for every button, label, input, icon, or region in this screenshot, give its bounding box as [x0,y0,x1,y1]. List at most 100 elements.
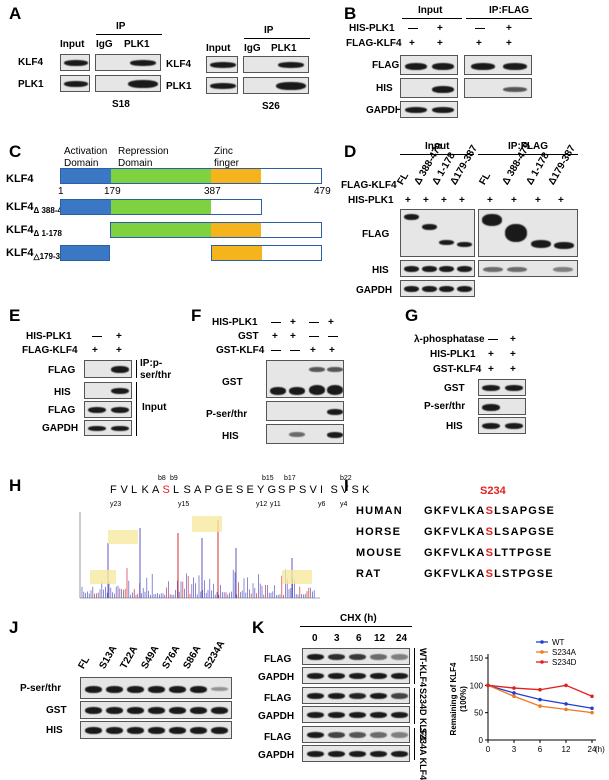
panel-k-time: 12 [374,633,386,644]
panel-b-mark: + [437,23,443,34]
panel-g-mark: — [488,334,498,345]
data-point-S234A [512,694,516,699]
panel-a-row-plk1-2: PLK1 [166,81,192,92]
blot-band [307,673,324,679]
panel-g-mark: + [488,349,494,360]
peptide-residue: P [204,484,212,496]
blot-f-gst [266,360,344,398]
panel-g-row-phosphatase: λ-phosphatase [414,334,485,345]
panel-j-blot-his: HIS [46,725,63,736]
data-point-S234D [512,686,516,690]
ion-y6: y6 [318,501,326,508]
peptide-residue: S [236,484,244,496]
legend-label-S234D: S234D [552,658,577,667]
y-axis-label: Remaining of KLF4(100%) [449,662,468,735]
panel-j-lane: S76A [160,643,183,671]
panel-d-blot-flag: FLAG [362,229,390,240]
panel-d-mark: + [459,195,465,206]
panel-a-row-plk1-1: PLK1 [18,79,44,90]
panel-e-mark: + [116,345,122,356]
blot-band [349,654,366,660]
panel-d-letter: D [344,142,357,161]
pos-387: 387 [204,186,221,197]
panel-c-letter: C [9,142,22,161]
panel-k-blot: GAPDH [258,672,295,683]
panel-d-lane-d179-ip: Δ179-387 [546,143,578,187]
x-tick-label: 3 [512,745,517,754]
panel-b-mark: + [476,38,482,49]
panel-j-letter: J [9,618,19,637]
panel-f-row-hisplk1: HIS-PLK1 [212,317,258,328]
domain-repression-label: Repression Domain [118,146,169,169]
panel-d-mark: + [405,195,411,206]
blot-band [349,693,366,699]
peptide-residue: S [162,484,170,496]
peptide-residue: K [141,484,149,496]
panel-j-lane: T22A [118,644,141,671]
panel-k-blot: FLAG [264,693,292,704]
blot-k-row [302,687,410,704]
panel-a-ip-label-1: IP [116,21,126,32]
panel-a-letter: A [9,4,22,23]
legend-label-S234A: S234A [552,648,577,657]
blot-a1-input-plk1 [60,75,90,92]
panel-g-row-hisplk1: HIS-PLK1 [430,349,476,360]
blot-b-input-his [400,78,458,98]
blot-f-pser [266,401,344,421]
ion-b8: b8 [158,475,166,482]
peptide-residue: F [110,484,117,496]
panel-d-blot-gapdh: GAPDH [356,285,393,296]
panel-k-time: 6 [356,633,362,644]
panel-d-lane-d179: Δ179-387 [448,143,480,187]
blot-band [307,712,324,718]
panel-f-letter: F [191,306,202,325]
blot-band [349,712,366,718]
panel-b-mark: + [437,38,443,49]
blot-band [391,654,408,660]
panel-e-row-hisplk1: HIS-PLK1 [26,331,72,342]
blot-band [391,693,408,699]
blot-band [307,654,324,660]
panel-b-mark: + [506,23,512,34]
construct-d1: KLF4Δ 1-178 [6,224,62,239]
panel-d-mark: + [535,195,541,206]
blot-band [349,732,366,738]
panel-b-header-input: Input [418,5,443,16]
data-point-WT [590,706,594,711]
blot-b-input-gapdh [400,101,458,118]
panel-a-lane-input-2: Input [206,43,231,54]
panel-e-blot-flag-input: FLAG [48,405,76,416]
blot-band [349,751,366,757]
panel-j-blot-gst: GST [46,705,67,716]
peptide-residue: V [120,484,128,496]
panel-d-mark: + [487,195,493,206]
panel-f-row-gstklf4: GST-KLF4 [216,345,265,356]
blot-a2-input-plk1 [206,77,238,94]
panel-b-blot-his: HIS [376,83,393,94]
panel-k-letter: K [252,618,265,637]
d1-bar [110,222,322,238]
peptide-residue: K [362,484,370,496]
data-point-S234A [590,710,594,715]
blot-g-pser [478,398,526,415]
panel-d-row-hisplk1: HIS-PLK1 [348,195,394,206]
legend-marker-S234A [540,650,544,654]
panel-a-lane-input-1: Input [60,39,85,50]
panel-f-row-gst: GST [238,331,259,342]
ion-b22: b22 [340,475,352,482]
panel-e-group-ip: IP:p-ser/thr [140,358,172,381]
blot-k-row [302,667,410,684]
panel-b-letter: B [344,4,357,23]
blot-a1-ip-plk1 [95,75,161,92]
blot-band [391,732,408,738]
panel-f-mark: — [309,317,319,328]
x-tick-label: 6 [538,745,543,754]
d388-bar [60,199,262,215]
data-point-WT [538,697,542,702]
peptide-residue: V [309,484,317,496]
panel-g-blot-gst: GST [444,383,465,394]
blot-k-row [302,745,410,762]
panel-g-blot-his: HIS [446,421,463,432]
legend-label-WT: WT [552,638,565,647]
data-point-S234D [486,683,490,688]
